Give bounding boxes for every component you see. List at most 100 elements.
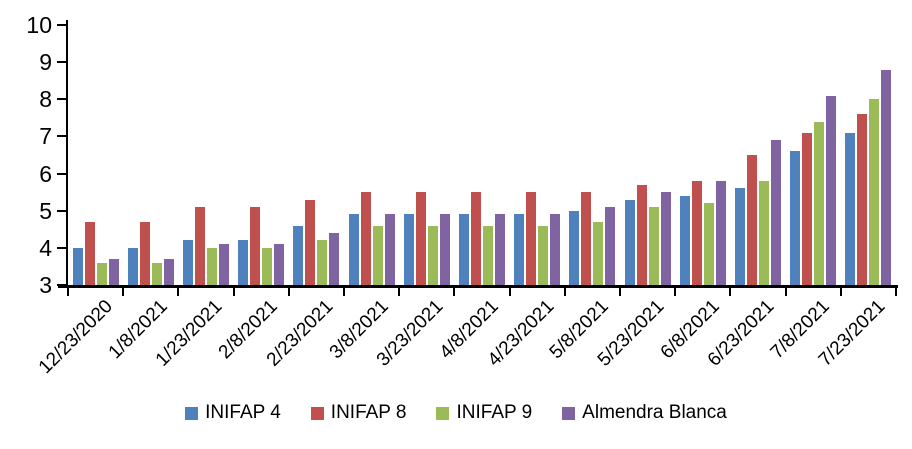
bar-group-5-8-2021 xyxy=(565,25,620,285)
x-tick-9 xyxy=(563,288,566,296)
x-axis-label-12-23-2020: 12/23/2020 xyxy=(34,296,117,379)
bar-group-4-23-2021 xyxy=(510,25,565,285)
bar-inifap-8-12-23-2020 xyxy=(84,221,95,285)
bar-almendra-blanca-7-23-2021 xyxy=(881,69,892,285)
legend-marker-inifap-9 xyxy=(436,406,450,420)
bar-inifap-4-2-23-2021 xyxy=(293,225,304,285)
bar-group-6-23-2021 xyxy=(730,25,785,285)
x-tick-2 xyxy=(177,288,180,296)
x-tick-8 xyxy=(508,288,511,296)
bar-group-7-8-2021 xyxy=(786,25,841,285)
y-tick-5 xyxy=(57,209,66,212)
bar-group-3-23-2021 xyxy=(399,25,454,285)
y-tick-9 xyxy=(57,61,66,64)
bar-inifap-8-5-8-2021 xyxy=(581,192,592,285)
bar-inifap-8-5-23-2021 xyxy=(636,184,647,285)
bar-inifap-8-4-8-2021 xyxy=(471,192,482,285)
bar-inifap-8-2-8-2021 xyxy=(250,207,261,285)
bar-inifap-4-12-23-2020 xyxy=(72,247,83,285)
bar-almendra-blanca-2-23-2021 xyxy=(329,233,340,285)
bar-almendra-blanca-1-8-2021 xyxy=(163,259,174,285)
bar-almendra-blanca-5-8-2021 xyxy=(605,207,616,285)
legend-label-almendra-blanca: Almendra Blanca xyxy=(582,402,727,423)
legend-item-inifap-8: INIFAP 8 xyxy=(310,402,407,424)
y-tick-8 xyxy=(57,98,66,101)
bar-inifap-9-2-8-2021 xyxy=(262,247,273,285)
bar-inifap-4-3-8-2021 xyxy=(348,214,359,285)
bar-inifap-4-4-8-2021 xyxy=(459,214,470,285)
bar-almendra-blanca-7-8-2021 xyxy=(826,95,837,285)
x-axis-line xyxy=(58,285,898,288)
bar-inifap-4-1-8-2021 xyxy=(127,247,138,285)
bar-group-3-8-2021 xyxy=(344,25,399,285)
bar-inifap-8-3-8-2021 xyxy=(360,192,371,285)
bar-inifap-9-4-23-2021 xyxy=(538,225,549,285)
bar-inifap-8-7-23-2021 xyxy=(857,114,868,285)
x-tick-12 xyxy=(729,288,732,296)
bar-inifap-9-3-23-2021 xyxy=(427,225,438,285)
x-tick-14 xyxy=(839,288,842,296)
legend-label-inifap-4: INIFAP 4 xyxy=(205,402,281,423)
y-axis-line xyxy=(66,20,68,288)
legend-label-inifap-8: INIFAP 8 xyxy=(330,402,407,423)
y-axis-label-10: 10 xyxy=(26,12,52,38)
bar-almendra-blanca-4-23-2021 xyxy=(550,214,561,285)
legend-marker-almendra-blanca xyxy=(562,406,576,420)
y-tick-4 xyxy=(57,246,66,249)
bar-almendra-blanca-1-23-2021 xyxy=(219,244,229,285)
y-axis-label-9: 9 xyxy=(39,49,52,76)
bar-group-2-8-2021 xyxy=(234,25,289,285)
legend-item-inifap-4: INIFAP 4 xyxy=(185,402,281,424)
bar-inifap-8-7-8-2021 xyxy=(802,132,813,285)
legend-item-almendra-blanca: Almendra Blanca xyxy=(562,402,727,424)
bar-inifap-9-5-23-2021 xyxy=(648,207,659,285)
plot-area xyxy=(68,25,896,285)
bar-inifap-4-1-23-2021 xyxy=(183,240,193,285)
bar-inifap-8-6-8-2021 xyxy=(691,181,702,285)
bar-almendra-blanca-3-8-2021 xyxy=(384,214,395,285)
x-tick-10 xyxy=(619,288,621,296)
bar-inifap-8-3-23-2021 xyxy=(415,192,426,285)
bar-almendra-blanca-4-8-2021 xyxy=(495,214,506,285)
x-tick-11 xyxy=(674,288,677,296)
y-axis-label-5: 5 xyxy=(39,197,52,224)
y-axis-label-3: 3 xyxy=(39,272,52,298)
x-tick-0 xyxy=(67,288,69,296)
bar-almendra-blanca-6-23-2021 xyxy=(771,140,782,285)
bar-group-5-23-2021 xyxy=(620,25,675,285)
bar-inifap-4-3-23-2021 xyxy=(403,214,414,285)
bar-inifap-9-1-8-2021 xyxy=(151,262,162,285)
bar-inifap-4-4-23-2021 xyxy=(514,214,525,285)
bar-inifap-9-6-23-2021 xyxy=(759,181,770,285)
bar-group-12-23-2020 xyxy=(68,25,123,285)
y-axis-label-6: 6 xyxy=(39,160,52,187)
bar-group-7-23-2021 xyxy=(841,25,896,285)
bar-inifap-9-7-8-2021 xyxy=(814,121,825,285)
bar-inifap-8-2-23-2021 xyxy=(305,199,316,285)
legend-label-inifap-9: INIFAP 9 xyxy=(456,402,533,423)
bar-group-1-8-2021 xyxy=(123,25,178,285)
bar-inifap-9-12-23-2020 xyxy=(96,262,107,285)
y-tick-7 xyxy=(57,135,66,138)
legend-marker-inifap-4 xyxy=(185,406,199,420)
bar-almendra-blanca-6-8-2021 xyxy=(715,181,726,285)
bar-inifap-4-6-8-2021 xyxy=(679,195,690,285)
bar-inifap-4-5-8-2021 xyxy=(569,210,580,285)
bar-group-2-23-2021 xyxy=(289,25,344,285)
x-tick-6 xyxy=(398,288,401,296)
bar-inifap-8-1-8-2021 xyxy=(139,221,150,285)
x-tick-5 xyxy=(343,288,345,296)
bar-inifap-9-2-23-2021 xyxy=(317,240,328,285)
bar-almendra-blanca-5-23-2021 xyxy=(660,192,671,285)
bar-inifap-4-2-8-2021 xyxy=(238,240,249,285)
x-tick-3 xyxy=(232,288,235,296)
bar-inifap-9-1-23-2021 xyxy=(207,247,217,285)
bar-inifap-9-6-8-2021 xyxy=(703,203,714,285)
bar-inifap-9-3-8-2021 xyxy=(372,225,383,285)
bar-almendra-blanca-2-8-2021 xyxy=(274,244,285,285)
x-tick-15 xyxy=(895,288,897,296)
bar-inifap-9-4-8-2021 xyxy=(483,225,494,285)
x-tick-13 xyxy=(784,288,787,296)
bar-inifap-9-5-8-2021 xyxy=(593,221,604,285)
